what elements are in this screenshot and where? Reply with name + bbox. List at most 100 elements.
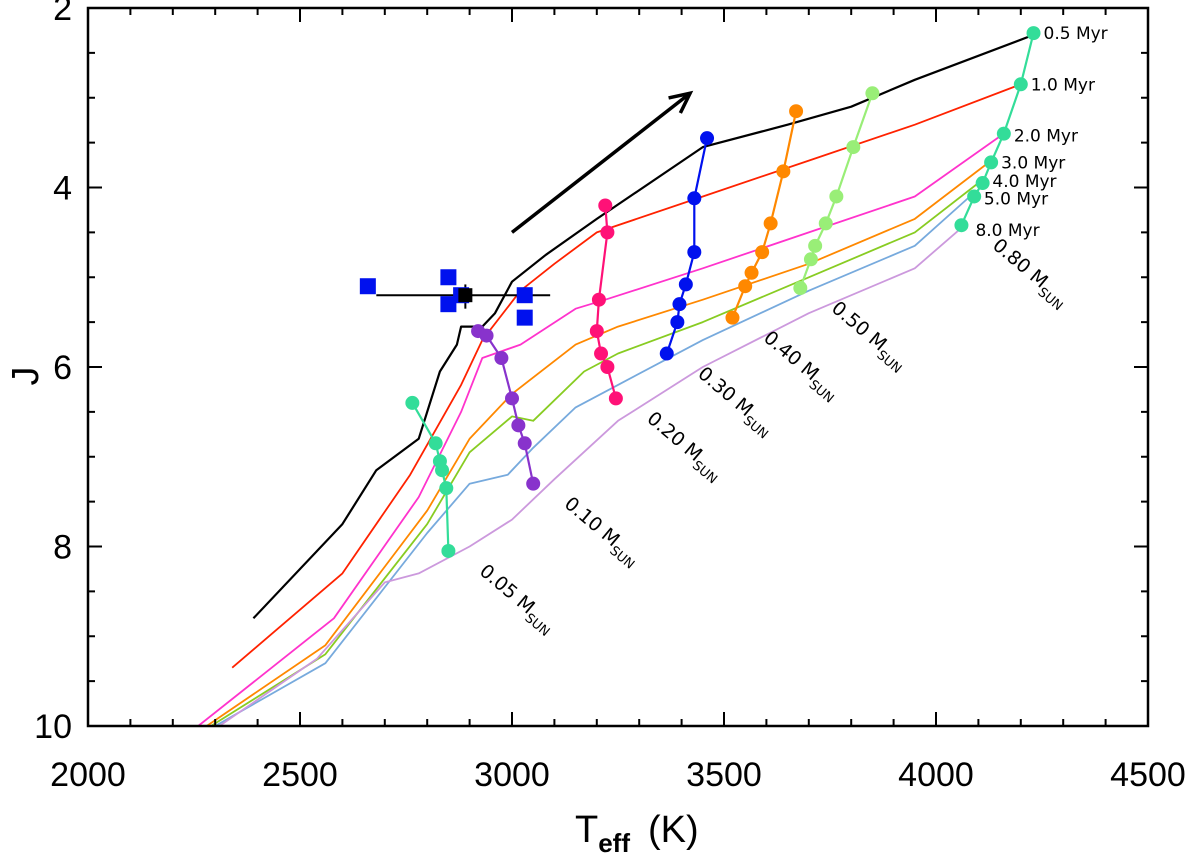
- mass-track-point-4-5: [738, 279, 753, 294]
- mass-track-point-1-5: [517, 436, 532, 451]
- isochrone-lines: [197, 33, 1034, 726]
- observed-points: [359, 269, 551, 326]
- mass-track-point-4-1: [776, 164, 791, 179]
- observed-point-2: [440, 296, 457, 313]
- age-label-4: 4.0 Myr: [992, 172, 1056, 192]
- y-tick-label: 2: [53, 0, 72, 28]
- observed-point-1: [440, 269, 457, 286]
- mass-track-point-6-3: [984, 155, 999, 170]
- isochrone-line-3: [206, 159, 992, 726]
- mass-track-point-4-3: [755, 245, 770, 260]
- mass-label-0: 0.05 MSUN: [472, 560, 560, 640]
- mass-label-6: 0.80 MSUN: [985, 234, 1073, 314]
- mass-track-point-3-0: [700, 131, 715, 146]
- mass-track-point-0-4: [439, 481, 454, 496]
- mass-track-point-3-2: [687, 245, 702, 260]
- mass-track-point-5-4: [808, 238, 823, 253]
- isochrone-line-0: [252, 33, 1034, 620]
- mass-label-value: 0.20 M: [643, 407, 707, 465]
- mass-track-point-2-1: [600, 225, 615, 240]
- mass-track-point-3-1: [687, 191, 702, 206]
- mass-label-value: 0.40 M: [759, 327, 823, 385]
- isochrone-line-6: [218, 227, 962, 726]
- mass-track-point-2-4: [594, 346, 609, 361]
- mass-track-point-0-3: [435, 463, 450, 478]
- mass-track-point-5-6: [793, 281, 808, 296]
- mass-label-4: 0.40 MSUN: [756, 327, 844, 407]
- x-tick-label: 4000: [898, 756, 974, 794]
- plot-frame: [86, 6, 1150, 728]
- age-label-5: 5.0 Myr: [984, 189, 1048, 209]
- mass-label-value: 0.05 M: [475, 560, 539, 618]
- x-axis-label: Teff (K): [575, 809, 699, 856]
- x-tick-label: 2500: [262, 756, 338, 794]
- age-label-2: 2.0 Myr: [1014, 127, 1078, 147]
- mass-track-point-5-3: [818, 216, 833, 231]
- evolution-arrow: [510, 90, 694, 234]
- isochrone-line-5: [214, 195, 971, 726]
- x-tick-label: 3000: [474, 756, 550, 794]
- observed-point-4: [516, 287, 533, 304]
- axis-ticks: 2000 2500 3000 3500 4000 4500 2 4 6 8 10: [34, 0, 1186, 794]
- mass-track-point-5-2: [829, 189, 844, 204]
- mass-track-point-6-5: [967, 189, 982, 204]
- mass-track-point-4-0: [789, 104, 804, 119]
- mass-track-point-6-6: [954, 218, 969, 233]
- mass-track-point-3-3: [678, 277, 693, 292]
- mass-label-2: 0.20 MSUN: [639, 407, 727, 487]
- mass-label-3: 0.30 MSUN: [690, 363, 778, 443]
- y-axis-label: J: [5, 367, 47, 386]
- x-tick-label: 2000: [50, 756, 126, 794]
- mass-label-value: 0.30 M: [694, 363, 758, 421]
- x-tick-label: 3500: [686, 756, 762, 794]
- mass-track-point-1-2: [494, 351, 509, 366]
- mass-track-point-1-4: [511, 418, 526, 433]
- mass-track-point-2-2: [591, 292, 606, 307]
- mass-label-value: 0.10 M: [560, 493, 624, 551]
- evolution-arrow-shaft: [510, 91, 692, 234]
- mass-track-point-6-0: [1026, 26, 1041, 41]
- mass-label-1: 0.10 MSUN: [557, 493, 645, 573]
- mass-track-point-3-6: [659, 346, 674, 361]
- mass-track-point-1-6: [526, 476, 541, 491]
- mass-track-point-3-5: [670, 315, 685, 330]
- mass-track-point-5-0: [865, 86, 880, 101]
- mass-track-point-6-4: [975, 176, 990, 191]
- y-tick-label: 8: [53, 529, 72, 567]
- mass-track-point-3-4: [672, 297, 687, 312]
- mass-label-value: 0.80 M: [988, 234, 1052, 292]
- y-tick-label: 10: [34, 708, 72, 746]
- mass-track-point-2-5: [600, 360, 615, 374]
- x-tick-label: 4500: [1110, 756, 1186, 794]
- mass-track-point-2-3: [589, 324, 604, 339]
- mass-tracks: [405, 26, 1041, 558]
- y-tick-label: 4: [53, 170, 72, 208]
- mass-track-point-6-2: [996, 126, 1011, 141]
- mass-track-point-4-4: [744, 265, 759, 280]
- age-label-6: 8.0 Myr: [975, 221, 1039, 241]
- mass-track-point-1-1: [479, 328, 494, 343]
- y-tick-label: 6: [53, 349, 72, 387]
- observed-point-0: [359, 278, 376, 295]
- mass-track-point-5-1: [846, 140, 861, 155]
- evolution-arrow-head: [668, 90, 694, 114]
- mean-point: [458, 288, 473, 303]
- mass-track-point-6-1: [1013, 77, 1028, 92]
- age-label-1: 1.0 Myr: [1031, 75, 1095, 95]
- mass-label-5: 0.50 MSUN: [824, 297, 912, 377]
- isochrone-line-2: [197, 132, 1005, 726]
- age-label-3: 3.0 Myr: [1001, 154, 1065, 174]
- isochrone-line-1: [231, 83, 1022, 669]
- mass-track-point-4-6: [725, 310, 740, 325]
- mass-track-point-2-6: [608, 391, 623, 406]
- observed-point-5: [516, 309, 533, 326]
- mass-track-point-0-5: [441, 543, 456, 558]
- mass-track-point-2-0: [598, 198, 613, 213]
- axis-labels: Teff (K) J: [5, 367, 699, 856]
- mass-track-point-4-2: [763, 216, 778, 231]
- age-label-0: 0.5 Myr: [1044, 24, 1108, 44]
- mass-track-point-1-3: [505, 391, 519, 406]
- mass-label-value: 0.50 M: [827, 297, 891, 355]
